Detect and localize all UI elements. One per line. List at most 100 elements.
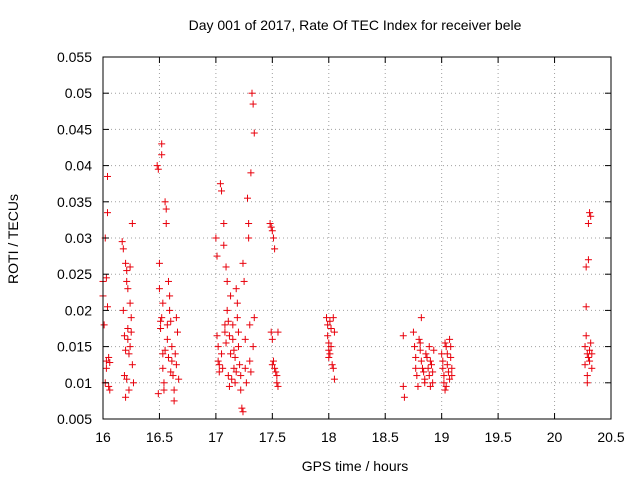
data-point bbox=[443, 350, 451, 358]
data-point bbox=[158, 140, 166, 148]
data-point bbox=[159, 364, 167, 372]
data-point bbox=[266, 220, 274, 228]
data-point bbox=[104, 303, 112, 311]
data-point bbox=[171, 350, 179, 358]
y-tick-label: 0.015 bbox=[57, 339, 92, 355]
data-point bbox=[168, 357, 176, 365]
data-point bbox=[330, 375, 338, 383]
data-point bbox=[102, 274, 110, 282]
data-point bbox=[124, 335, 132, 343]
data-point bbox=[157, 325, 165, 332]
data-point bbox=[323, 314, 331, 322]
x-tick-label: 18.5 bbox=[372, 429, 399, 445]
data-point bbox=[160, 379, 168, 387]
data-point bbox=[164, 277, 172, 285]
data-point bbox=[214, 343, 222, 351]
data-point bbox=[170, 397, 178, 405]
data-point bbox=[155, 259, 163, 267]
data-point bbox=[168, 343, 176, 351]
data-point bbox=[584, 256, 592, 264]
y-tick-label: 0.055 bbox=[57, 49, 92, 65]
data-point bbox=[221, 328, 229, 336]
data-point bbox=[400, 393, 408, 401]
data-point bbox=[119, 245, 127, 253]
data-point bbox=[249, 343, 257, 351]
data-point bbox=[429, 368, 437, 376]
data-point bbox=[416, 339, 424, 347]
data-point bbox=[237, 372, 245, 380]
data-point bbox=[329, 314, 337, 322]
data-point bbox=[240, 277, 248, 285]
data-point bbox=[102, 364, 110, 372]
data-point bbox=[231, 379, 239, 387]
data-point bbox=[231, 353, 239, 361]
data-point bbox=[225, 382, 233, 390]
x-tick-label: 20.5 bbox=[597, 429, 624, 445]
data-point bbox=[233, 299, 241, 307]
data-point bbox=[245, 220, 253, 228]
data-point bbox=[439, 364, 447, 372]
data-point bbox=[126, 299, 134, 307]
data-point bbox=[128, 361, 136, 369]
data-point bbox=[428, 361, 436, 369]
data-point bbox=[106, 386, 114, 394]
x-tick-label: 19 bbox=[434, 429, 450, 445]
data-point bbox=[268, 335, 276, 343]
data-point bbox=[163, 335, 171, 343]
data-point bbox=[411, 343, 419, 351]
data-point bbox=[267, 328, 275, 336]
data-point bbox=[170, 386, 178, 394]
data-point bbox=[417, 314, 425, 322]
data-point bbox=[118, 238, 126, 246]
data-point bbox=[164, 353, 172, 361]
data-point bbox=[426, 357, 434, 365]
data-point bbox=[417, 357, 425, 365]
data-point bbox=[583, 379, 591, 387]
data-point bbox=[214, 357, 222, 365]
y-tick-label: 0.045 bbox=[57, 121, 92, 137]
data-point bbox=[233, 314, 241, 322]
y-tick-label: 0.035 bbox=[57, 194, 92, 210]
data-point bbox=[166, 306, 174, 314]
data-point bbox=[172, 361, 180, 369]
data-point bbox=[227, 292, 235, 300]
data-point bbox=[120, 332, 128, 340]
data-point bbox=[227, 350, 235, 358]
y-tick-label: 0.02 bbox=[65, 302, 92, 318]
data-point bbox=[102, 357, 110, 365]
data-point bbox=[581, 343, 589, 351]
data-point bbox=[157, 317, 165, 325]
data-point bbox=[106, 359, 114, 367]
data-point bbox=[239, 408, 247, 416]
data-point bbox=[153, 162, 161, 170]
data-point bbox=[241, 335, 249, 343]
y-tick-labels: 0.005 0.01 0.015 0.02 0.025 0.03 0.035 0.04 0.04… bbox=[57, 49, 92, 427]
data-point bbox=[426, 382, 434, 390]
data-point bbox=[587, 212, 595, 220]
data-point bbox=[243, 194, 251, 202]
data-point bbox=[588, 350, 596, 358]
data-point bbox=[271, 245, 279, 253]
data-point bbox=[324, 321, 332, 329]
data-point bbox=[586, 209, 594, 217]
data-point bbox=[124, 325, 132, 332]
x-tick-label: 16 bbox=[95, 429, 111, 445]
data-point bbox=[220, 220, 228, 228]
data-point bbox=[123, 267, 131, 275]
x-tick-label: 16.5 bbox=[146, 429, 173, 445]
axis-ticks bbox=[102, 56, 612, 420]
data-point bbox=[220, 241, 228, 249]
data-point bbox=[248, 89, 256, 97]
data-point bbox=[267, 223, 275, 231]
data-point bbox=[586, 346, 594, 354]
data-point bbox=[127, 328, 135, 336]
data-point bbox=[222, 339, 230, 347]
data-point bbox=[122, 346, 130, 354]
data-point bbox=[441, 386, 449, 394]
x-tick-label: 18 bbox=[321, 429, 337, 445]
data-point bbox=[166, 292, 174, 300]
data-point bbox=[154, 165, 162, 173]
data-point bbox=[230, 346, 238, 354]
data-point bbox=[229, 321, 237, 329]
data-point bbox=[223, 306, 231, 314]
